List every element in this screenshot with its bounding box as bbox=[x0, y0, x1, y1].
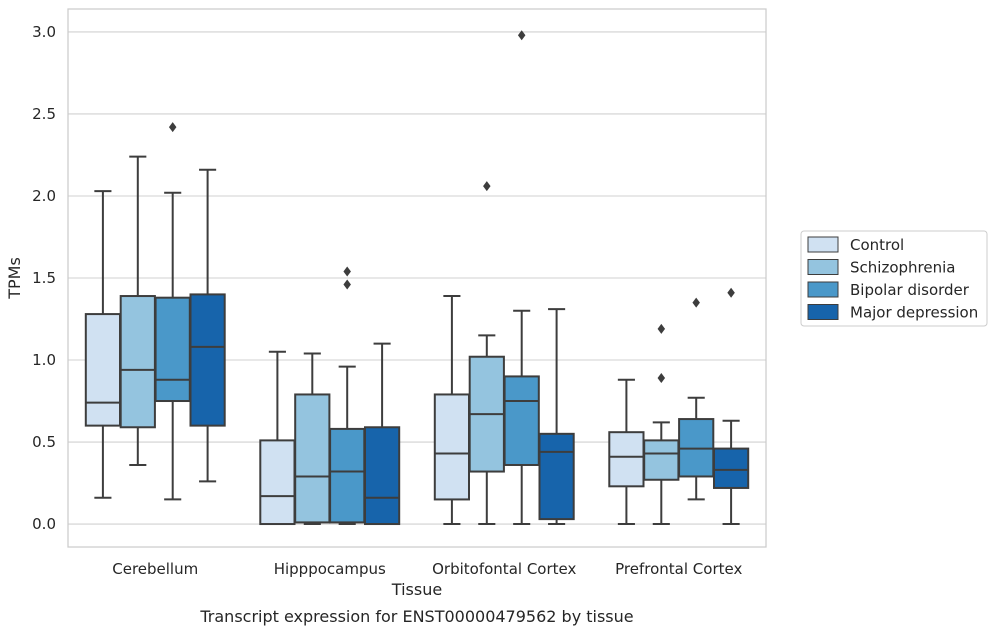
box-body bbox=[294, 393, 331, 524]
box-body bbox=[503, 375, 540, 466]
legend-frame bbox=[800, 230, 988, 327]
outlier-point bbox=[517, 30, 526, 41]
legend-swatch bbox=[807, 281, 839, 298]
legend-label: Major depression bbox=[850, 304, 978, 322]
box-body bbox=[84, 313, 122, 427]
x-tick-label: Hipppocampus bbox=[274, 560, 386, 578]
box-body bbox=[643, 439, 680, 481]
boxes bbox=[84, 30, 750, 526]
outlier-point bbox=[692, 297, 700, 308]
box-body bbox=[329, 427, 366, 524]
box-body bbox=[538, 432, 575, 521]
box-body bbox=[433, 393, 471, 501]
outlier-point bbox=[343, 279, 351, 290]
box-2-2 bbox=[503, 30, 540, 526]
x-tick-labels: Cerebellum Hipppocampus Orbitofontal Corte… bbox=[112, 560, 742, 578]
plot-area-frame bbox=[67, 8, 767, 548]
outlier-point bbox=[657, 373, 666, 384]
box-0-0 bbox=[84, 190, 122, 499]
outlier-point bbox=[343, 266, 351, 277]
outlier-point bbox=[657, 323, 666, 334]
box-body bbox=[259, 439, 296, 526]
box-0-2 bbox=[154, 122, 191, 501]
legend-swatch bbox=[807, 236, 839, 253]
box-body bbox=[608, 431, 645, 488]
outlier-point bbox=[727, 287, 735, 298]
x-axis-label: Tissue bbox=[391, 580, 442, 599]
box-body bbox=[189, 293, 226, 427]
box-3-2 bbox=[678, 297, 715, 501]
box-body bbox=[154, 296, 191, 403]
legend-label: Control bbox=[850, 236, 904, 254]
y-tick-labels: 0.0 0.5 1.0 1.5 2.0 2.5 3.0 bbox=[32, 23, 56, 533]
box-body bbox=[712, 447, 750, 489]
y-tick-label: 1.0 bbox=[32, 351, 56, 369]
box-1-1 bbox=[294, 352, 331, 526]
box-body bbox=[119, 295, 156, 429]
box-1-0 bbox=[259, 350, 296, 526]
box-0-1 bbox=[119, 155, 156, 466]
legend-swatch bbox=[807, 259, 839, 275]
box-0-3 bbox=[189, 168, 226, 483]
x-tick-label: Orbitofontal Cortex bbox=[432, 560, 576, 578]
y-tick-label: 0.5 bbox=[32, 433, 56, 451]
box-3-3 bbox=[712, 287, 750, 526]
box-2-3 bbox=[538, 308, 575, 526]
chart-caption: Transcript expression for ENST0000047956… bbox=[199, 607, 633, 626]
legend-label: Bipolar disorder bbox=[850, 281, 970, 299]
y-axis-label: TPMs bbox=[5, 257, 24, 300]
box-body bbox=[363, 426, 401, 526]
box-3-0 bbox=[608, 378, 645, 526]
y-tick-label: 1.5 bbox=[32, 269, 56, 287]
outlier-point bbox=[168, 122, 177, 133]
legend-label: Schizophrenia bbox=[850, 259, 955, 277]
box-2-1 bbox=[468, 181, 505, 526]
box-1-3 bbox=[363, 342, 401, 526]
y-tick-label: 0.0 bbox=[32, 515, 56, 533]
y-tick-label: 2.0 bbox=[32, 187, 56, 205]
outlier-point bbox=[483, 181, 491, 192]
legend: Control Schizophrenia Bipolar disorder Majo… bbox=[800, 230, 988, 327]
box-3-1 bbox=[643, 323, 680, 526]
x-tick-label: Cerebellum bbox=[112, 560, 198, 578]
y-tick-label: 2.5 bbox=[32, 105, 56, 123]
y-tick-label: 3.0 bbox=[32, 23, 56, 41]
legend-swatch bbox=[807, 304, 839, 320]
x-tick-label: Prefrontal Cortex bbox=[615, 560, 742, 578]
